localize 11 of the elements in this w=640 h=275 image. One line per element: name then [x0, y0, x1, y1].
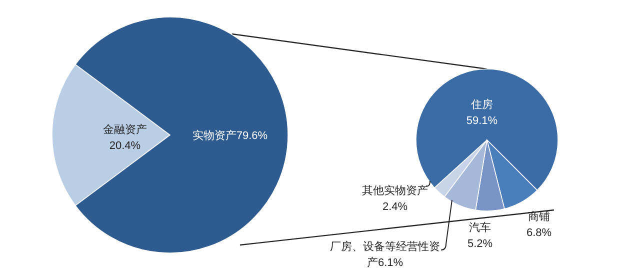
data-label: 59.1%: [466, 115, 498, 127]
data-label: 20.4%: [109, 140, 141, 152]
data-label: 5.2%: [467, 238, 493, 250]
slice-label: 住房: [471, 98, 493, 111]
slice-label: 实物资产79.6%: [192, 129, 268, 142]
data-label: 2.4%: [382, 201, 408, 213]
data-label: 6.8%: [526, 227, 552, 239]
slice-label: 汽车: [469, 221, 491, 234]
slice-label: 其他实物资产: [362, 184, 428, 197]
slice-label: 厂房、设备等经营性资产6.1%: [330, 240, 440, 269]
slice-label: 金融资产: [103, 123, 147, 136]
